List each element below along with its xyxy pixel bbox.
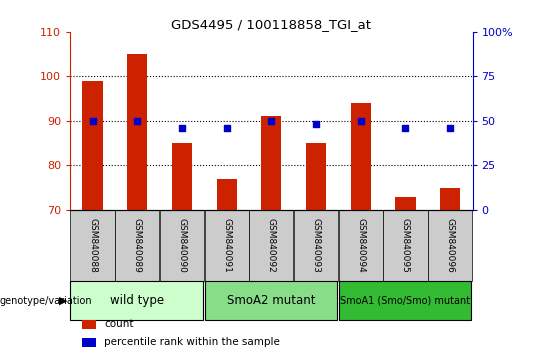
Point (446, 125, 455, 131)
Point (267, 118, 275, 124)
FancyBboxPatch shape (70, 210, 114, 281)
Point (133, 118, 141, 124)
Bar (395, 196, 415, 210)
Point (312, 121, 320, 127)
Text: GSM840095: GSM840095 (401, 218, 410, 273)
FancyBboxPatch shape (383, 210, 428, 281)
FancyBboxPatch shape (205, 210, 249, 281)
Point (178, 125, 186, 131)
Text: SmoA2 mutant: SmoA2 mutant (227, 294, 315, 307)
Bar (172, 143, 192, 210)
FancyBboxPatch shape (115, 210, 159, 281)
Text: GSM840088: GSM840088 (88, 218, 97, 273)
Bar (306, 143, 326, 210)
Text: SmoA1 (Smo/Smo) mutant: SmoA1 (Smo/Smo) mutant (340, 296, 470, 306)
Text: ▶: ▶ (59, 296, 68, 306)
Text: GSM840092: GSM840092 (267, 218, 276, 273)
FancyBboxPatch shape (160, 210, 204, 281)
Text: GSM840091: GSM840091 (222, 218, 231, 273)
Text: count: count (104, 320, 134, 330)
Text: GSM840089: GSM840089 (133, 218, 141, 273)
Text: GSM840093: GSM840093 (312, 218, 321, 273)
Text: percentile rank within the sample: percentile rank within the sample (104, 337, 280, 347)
Bar (83, 81, 103, 210)
Point (401, 125, 410, 131)
Bar (217, 179, 237, 210)
FancyBboxPatch shape (205, 281, 338, 320)
Point (356, 118, 365, 124)
Text: genotype/variation: genotype/variation (0, 296, 93, 306)
Text: GSM840094: GSM840094 (356, 218, 365, 273)
Text: GSM840096: GSM840096 (446, 218, 455, 273)
Bar (82, 338, 96, 347)
FancyBboxPatch shape (70, 281, 203, 320)
FancyBboxPatch shape (339, 210, 383, 281)
Bar (127, 54, 147, 210)
Bar (350, 103, 371, 210)
FancyBboxPatch shape (428, 210, 472, 281)
Bar (440, 188, 460, 210)
Point (88, 118, 97, 124)
Text: GSM840090: GSM840090 (178, 218, 186, 273)
Text: wild type: wild type (110, 294, 164, 307)
FancyBboxPatch shape (339, 281, 471, 320)
Point (222, 125, 231, 131)
Bar (261, 116, 281, 210)
Bar (82, 320, 96, 329)
FancyBboxPatch shape (294, 210, 338, 281)
Title: GDS4495 / 100118858_TGI_at: GDS4495 / 100118858_TGI_at (171, 18, 372, 31)
FancyBboxPatch shape (249, 210, 293, 281)
